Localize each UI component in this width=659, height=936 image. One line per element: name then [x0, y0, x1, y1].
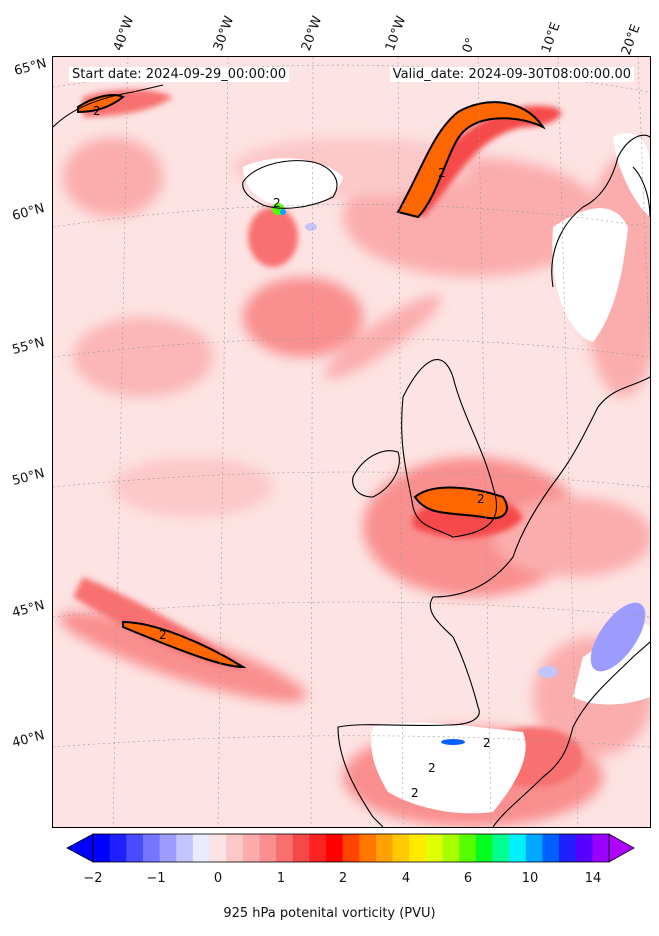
colorbar-label: 925 hPa potenital vorticity (PVU) [223, 906, 436, 921]
colorbar-segment [93, 834, 111, 862]
colorbar-extend-low [66, 833, 94, 863]
colorbar-segment [459, 834, 477, 862]
colorbar [66, 833, 635, 863]
colorbar-segment [226, 834, 244, 862]
colorbar-segment [109, 834, 127, 862]
colorbar-segment [559, 834, 577, 862]
lon-label-10e: 10°E [538, 20, 564, 55]
lon-label-40w: 40°W [110, 14, 138, 53]
colorbar-segment [409, 834, 427, 862]
contour-label: 2 [93, 104, 101, 118]
contour-label: 2 [428, 761, 436, 775]
colorbar-segment [442, 834, 460, 862]
colorbar-tick-4: 4 [401, 871, 411, 886]
lat-label-45n: 45°N [10, 598, 47, 621]
colorbar-segment [176, 834, 194, 862]
colorbar-segment [359, 834, 377, 862]
colorbar-segment [159, 834, 177, 862]
colorbar-frame [92, 833, 610, 863]
colorbar-segment [542, 834, 560, 862]
colorbar-segment [525, 834, 543, 862]
lon-label-0: 0° [459, 35, 480, 55]
colorbar-segment [259, 834, 277, 862]
contour-label: 2 [438, 166, 446, 180]
colorbar-tick-2: 2 [338, 871, 348, 886]
lat-label-65n: 65°N [12, 56, 49, 79]
colorbar-tick-1: 1 [276, 871, 286, 886]
valid-date-label: Valid_date: 2024-09-30T08:00:00.00 [389, 67, 634, 82]
colorbar-segment [375, 834, 394, 862]
colorbar-segment [392, 834, 410, 862]
pv-negative-patches [272, 203, 646, 745]
colorbar-tick-14: 14 [584, 871, 602, 886]
colorbar-segment [142, 834, 161, 862]
colorbar-segment [192, 834, 211, 862]
lon-label-20w: 20°W [298, 14, 326, 53]
lat-label-55n: 55°N [10, 335, 47, 358]
contour-label: 2 [411, 786, 419, 800]
lat-label-60n: 60°N [10, 201, 47, 224]
colorbar-segment [209, 834, 227, 862]
colorbar-segment [475, 834, 493, 862]
colorbar-segment [509, 834, 527, 862]
contour-label: 2 [483, 736, 491, 750]
start-date-label: Start date: 2024-09-29_00:00:00 [69, 67, 290, 82]
lat-label-50n: 50°N [10, 466, 47, 489]
colorbar-segment [492, 834, 510, 862]
colorbar-segment [342, 834, 360, 862]
coastlines [53, 84, 650, 827]
colorbar-extend-high [608, 833, 635, 863]
contour-label: 2 [477, 492, 485, 506]
lon-label-10w: 10°W [382, 14, 410, 53]
colorbar-tick-6: 6 [463, 871, 473, 886]
lon-label-30w: 30°W [210, 14, 238, 53]
colorbar-tick-10: 10 [521, 871, 539, 886]
contour-label: 2 [159, 628, 167, 642]
colorbar-tick-m1: −1 [146, 871, 166, 886]
colorbar-segment [326, 834, 344, 862]
contour-label: 2 [273, 196, 281, 210]
colorbar-segment [242, 834, 260, 862]
colorbar-segment [292, 834, 310, 862]
lon-label-20e: 20°E [618, 22, 644, 57]
colorbar-segment [592, 834, 610, 862]
colorbar-segment [126, 834, 144, 862]
colorbar-segment [425, 834, 444, 862]
lat-label-40n: 40°N [10, 728, 47, 751]
colorbar-tick-0: 0 [213, 871, 223, 886]
colorbar-segment [575, 834, 593, 862]
colorbar-segment [276, 834, 294, 862]
colorbar-segment [309, 834, 327, 862]
pv-2pvu-contours [77, 94, 546, 669]
graticule [53, 57, 650, 827]
colorbar-tick-m2: −2 [83, 871, 103, 886]
